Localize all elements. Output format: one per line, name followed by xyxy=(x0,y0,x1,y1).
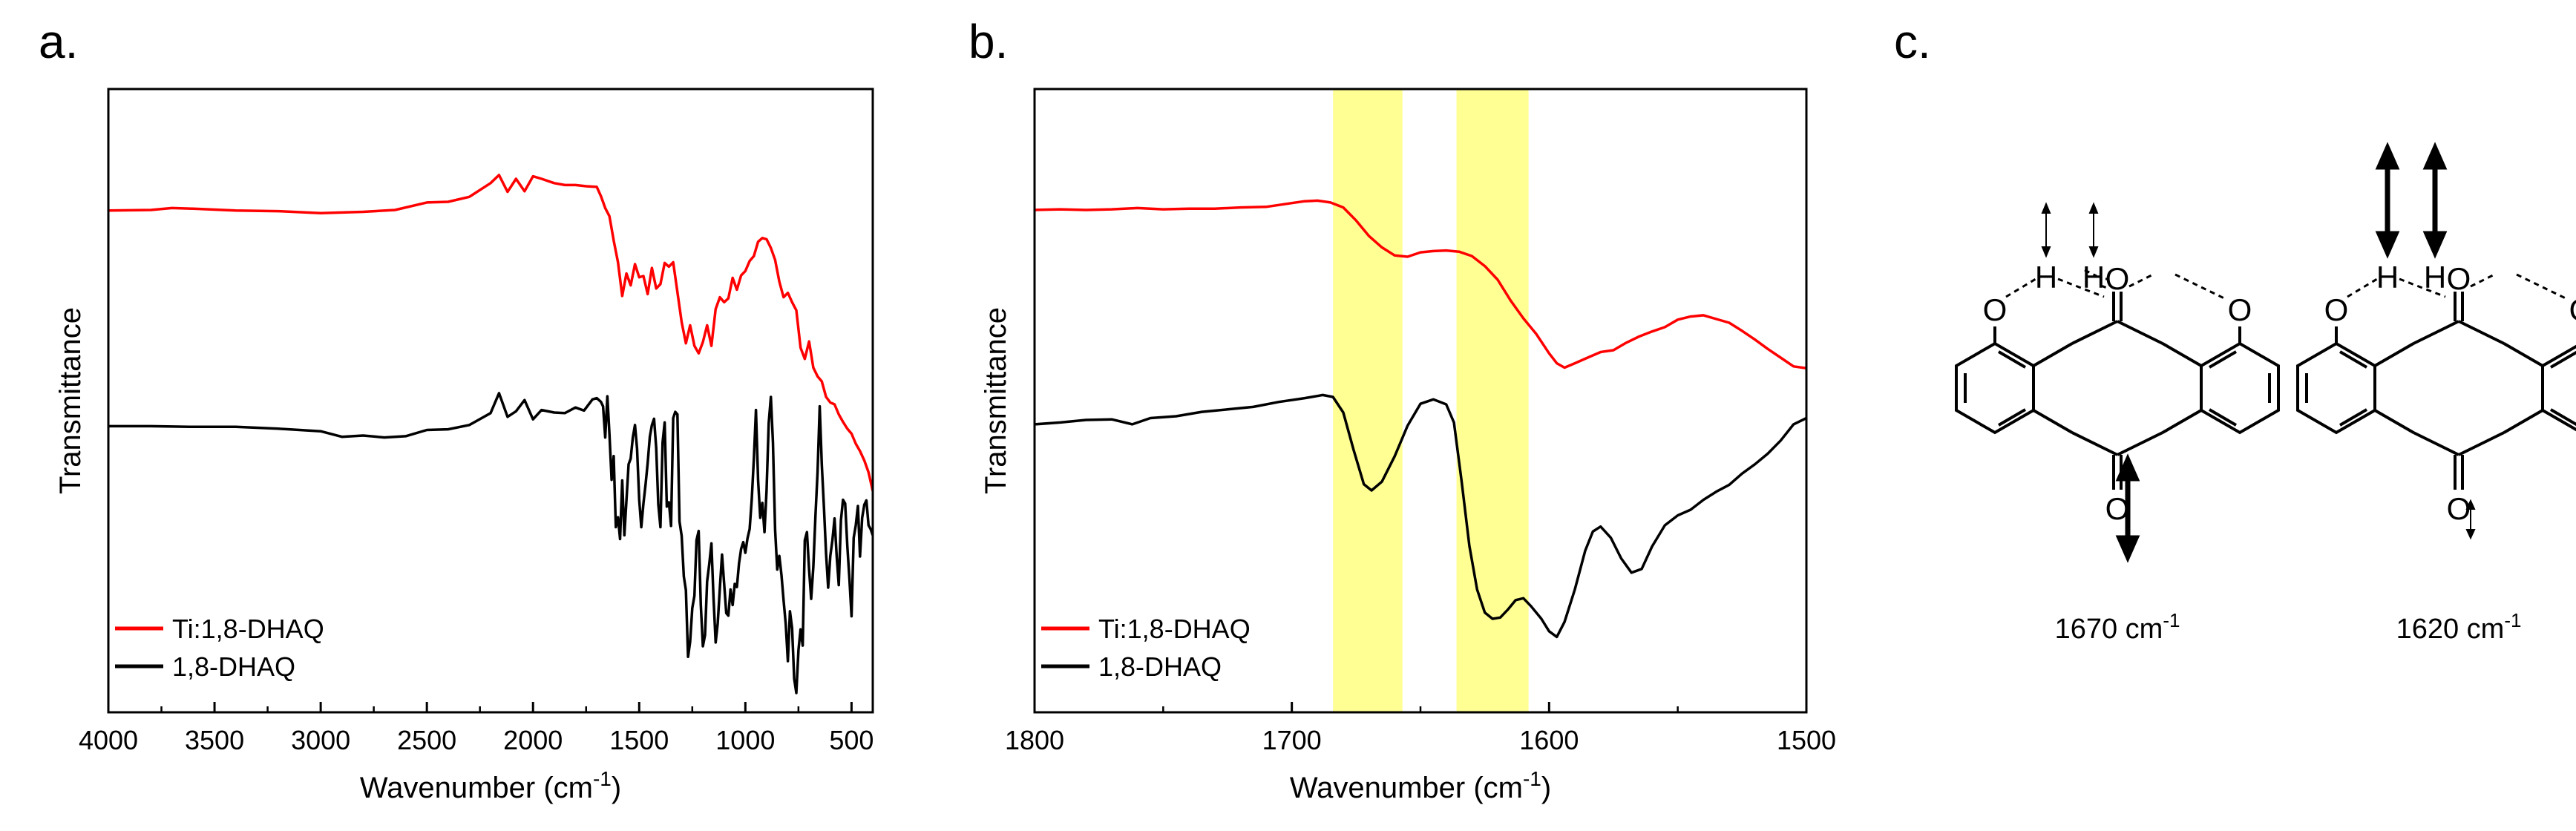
chart-panel-a: 4000 3500 3000 2500 2000 1500 1000 500 Transmit… xyxy=(54,88,874,804)
double-arrow-icon xyxy=(2422,142,2448,259)
x-tick-label: 3500 xyxy=(185,725,244,755)
left-ring xyxy=(2296,341,2376,435)
highlight-band-1 xyxy=(1333,89,1403,712)
caption-1670: 1670 cm-1 xyxy=(2055,609,2180,645)
molecule-1670 xyxy=(1955,292,2280,490)
center-ring-top-left xyxy=(2033,342,2073,367)
chart-a-x-ticks: 4000 3500 3000 2500 2000 1500 1000 500 xyxy=(79,702,874,755)
chart-b-ylabel: Transmittance xyxy=(980,307,1012,494)
atom-h-left: H xyxy=(2035,260,2057,295)
atom-o-left: O xyxy=(2324,292,2349,327)
top-carbonyl-bond-right xyxy=(2117,320,2163,345)
chart-a-ylabel: Transmittance xyxy=(54,307,87,494)
hydrogen-bond-dashes xyxy=(2347,273,2569,301)
atom-o-top: O xyxy=(2105,261,2130,296)
center-ring-bottom-left xyxy=(2033,409,2073,434)
left-ring-double-3 xyxy=(2339,350,2368,369)
x-tick-label: 1800 xyxy=(1005,725,1064,755)
atom-o-right: O xyxy=(2569,292,2576,327)
x-tick-label: 4000 xyxy=(79,725,138,755)
x-tick-label: 1700 xyxy=(1262,725,1322,755)
chart-b-legend: Ti:1,8-DHAQ 1,8-DHAQ xyxy=(1041,614,1251,682)
bottom-carbonyl-bond-left xyxy=(2071,431,2118,456)
series-line-a-2 xyxy=(108,392,873,694)
right-ring-double-3 xyxy=(2208,350,2238,369)
x-tick-label: 500 xyxy=(829,725,874,755)
x-tick-label: 3000 xyxy=(291,725,350,755)
legend-a-entry-2: 1,8-DHAQ xyxy=(172,651,295,682)
top-carbonyl-bond-left xyxy=(2071,320,2118,345)
atom-o-left: O xyxy=(1983,292,2008,327)
double-arrow-icon xyxy=(2041,202,2051,258)
left-ring-double-2 xyxy=(1997,408,2027,427)
chart-panel-b: 1800 1700 1600 1500 Transmittance Wavenumbe… xyxy=(980,88,1836,804)
series-line-b-1 xyxy=(1035,199,1806,370)
panel-label-c: c. xyxy=(1894,15,1931,68)
chart-b-x-ticks: 1800 1700 1600 1500 xyxy=(1005,702,1836,755)
center-ring-top-left xyxy=(2374,342,2414,367)
chart-b-xlabel: Wavenumber (cm-1) xyxy=(1290,767,1551,804)
left-ring-double-2 xyxy=(2339,408,2368,427)
chart-b-lines xyxy=(1035,199,1806,639)
center-ring-bottom-right xyxy=(2503,409,2543,434)
atom-h-left: H xyxy=(2376,260,2399,295)
right-ring xyxy=(2200,341,2280,435)
legend-a-entry-1: Ti:1,8-DHAQ xyxy=(172,614,324,644)
x-tick-label: 1500 xyxy=(609,725,669,755)
double-arrow-icon xyxy=(2465,499,2476,540)
atom-o-right: O xyxy=(2228,292,2252,327)
x-tick-label: 1600 xyxy=(1519,725,1579,755)
center-ring-top-right xyxy=(2162,342,2202,367)
center-ring-bottom-right xyxy=(2162,409,2202,434)
bottom-carbonyl-bond-right xyxy=(2117,431,2163,456)
left-ring-double-3 xyxy=(1997,350,2027,369)
chart-a-xlabel: Wavenumber (cm-1) xyxy=(360,767,621,804)
caption-1620: 1620 cm-1 xyxy=(2396,609,2522,645)
legend-b-entry-1: Ti:1,8-DHAQ xyxy=(1098,614,1251,644)
chart-a-frame xyxy=(107,88,874,714)
panel-label-b: b. xyxy=(969,15,1008,68)
hydrogen-bond-dashes xyxy=(2005,269,2228,301)
molecule-1620 xyxy=(2296,292,2576,490)
series-line-a-1 xyxy=(108,174,873,492)
molecule-1670-atoms: O O O O H H xyxy=(1983,202,2252,645)
molecule-panel-c: O O O O H H xyxy=(1955,142,2576,645)
x-tick-label: 2500 xyxy=(397,725,456,755)
double-arrow-icon xyxy=(2375,142,2400,259)
atom-o-top: O xyxy=(2447,261,2471,296)
bottom-carbonyl-bond-left xyxy=(2413,431,2459,456)
legend-b-entry-2: 1,8-DHAQ xyxy=(1098,651,1222,682)
x-tick-label: 1000 xyxy=(715,725,775,755)
bottom-carbonyl-bond-right xyxy=(2458,431,2505,456)
series-line-b-2 xyxy=(1035,393,1806,639)
molecule-1620-atoms: O O O O H H xyxy=(2324,142,2576,645)
left-ring xyxy=(1955,341,2035,435)
right-ring-double-3 xyxy=(2549,350,2576,369)
chart-a-legend: Ti:1,8-DHAQ 1,8-DHAQ xyxy=(115,614,324,682)
x-tick-label: 2000 xyxy=(503,725,563,755)
top-carbonyl-bond-right xyxy=(2458,320,2505,345)
center-ring-bottom-left xyxy=(2374,409,2414,434)
right-ring-double-2 xyxy=(2549,408,2576,427)
x-tick-label: 1500 xyxy=(1777,725,1836,755)
chart-a-lines xyxy=(108,174,873,694)
center-ring-top-right xyxy=(2503,342,2543,367)
top-carbonyl-bond-left xyxy=(2413,320,2459,345)
panel-label-a: a. xyxy=(39,15,78,68)
right-ring-double-2 xyxy=(2208,408,2238,427)
double-arrow-icon xyxy=(2115,453,2140,563)
double-arrow-icon xyxy=(2088,202,2099,258)
highlight-band-2 xyxy=(1456,89,1529,712)
chart-b-highlight-bands xyxy=(1333,89,1529,712)
